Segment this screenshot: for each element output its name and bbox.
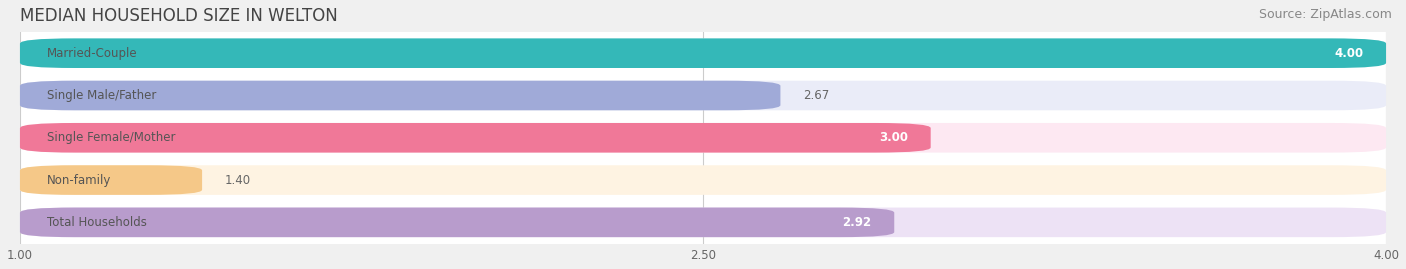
FancyBboxPatch shape [20, 38, 1386, 68]
FancyBboxPatch shape [20, 81, 780, 110]
FancyBboxPatch shape [20, 81, 1386, 110]
Text: Source: ZipAtlas.com: Source: ZipAtlas.com [1258, 8, 1392, 21]
Text: Single Male/Father: Single Male/Father [48, 89, 156, 102]
Text: 3.00: 3.00 [879, 131, 908, 144]
Text: MEDIAN HOUSEHOLD SIZE IN WELTON: MEDIAN HOUSEHOLD SIZE IN WELTON [20, 7, 337, 25]
FancyBboxPatch shape [20, 123, 1386, 153]
Text: 2.67: 2.67 [803, 89, 830, 102]
FancyBboxPatch shape [20, 165, 1386, 195]
FancyBboxPatch shape [20, 208, 1386, 237]
FancyBboxPatch shape [20, 208, 894, 237]
FancyBboxPatch shape [20, 38, 1386, 68]
Text: 2.92: 2.92 [842, 216, 872, 229]
FancyBboxPatch shape [20, 123, 931, 153]
Text: 4.00: 4.00 [1334, 47, 1364, 60]
FancyBboxPatch shape [20, 165, 202, 195]
Text: Non-family: Non-family [48, 174, 111, 187]
Text: Total Households: Total Households [48, 216, 148, 229]
Text: Single Female/Mother: Single Female/Mother [48, 131, 176, 144]
Text: Married-Couple: Married-Couple [48, 47, 138, 60]
Text: 1.40: 1.40 [225, 174, 252, 187]
